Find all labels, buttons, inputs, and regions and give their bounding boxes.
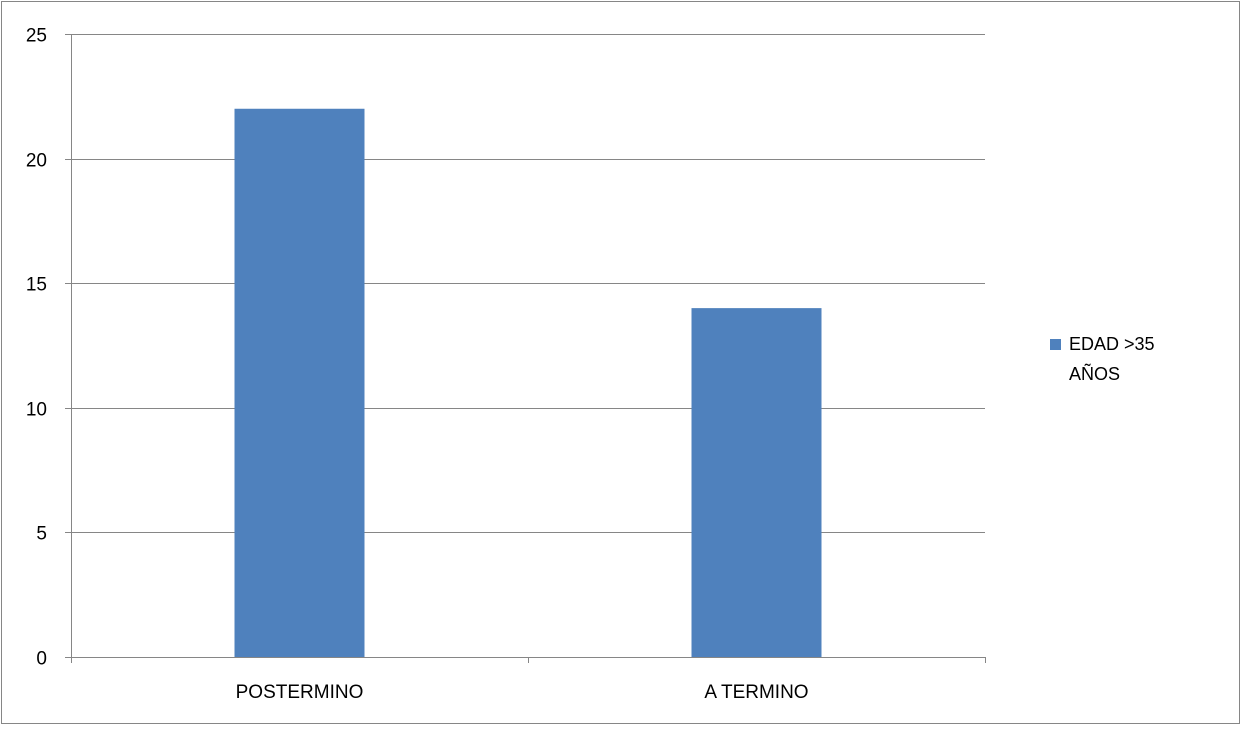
legend-label-line-2: AÑOS [1069, 363, 1120, 384]
y-tick-label: 15 [26, 275, 47, 296]
bar-a-termino [691, 308, 822, 657]
y-tick-labels: 0 5 10 15 20 25 [26, 26, 47, 670]
x-tick-label: A TERMINO [704, 682, 808, 703]
legend-swatch [1050, 339, 1061, 350]
y-tick-label: 0 [36, 649, 47, 670]
y-tick-label: 20 [26, 151, 47, 172]
y-tick-label: 25 [26, 26, 47, 47]
gridlines [71, 34, 985, 533]
axes [65, 34, 986, 663]
y-tick-label: 5 [36, 524, 47, 545]
y-tick-label: 10 [26, 400, 47, 421]
legend-label-line-1: EDAD >35 [1069, 334, 1155, 354]
x-tick-labels: POSTERMINO A TERMINO [236, 682, 809, 703]
bars [234, 108, 822, 657]
x-tick-label: POSTERMINO [236, 682, 364, 703]
legend: EDAD >35 AÑOS [1050, 334, 1155, 384]
bar-postermino [234, 108, 365, 657]
